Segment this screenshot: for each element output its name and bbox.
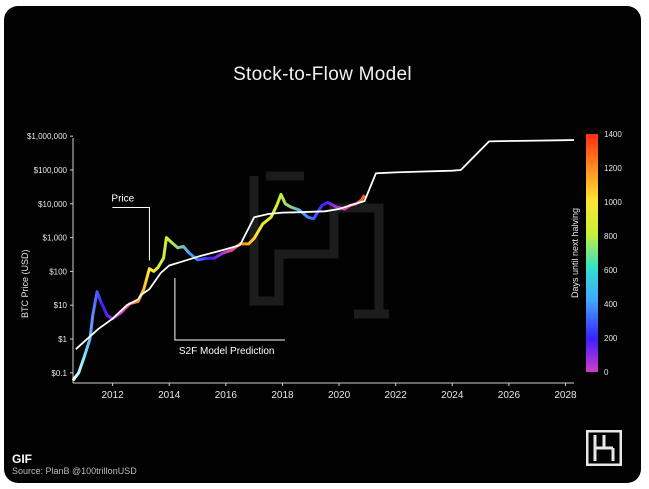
x-tick-label: 2018 bbox=[271, 390, 294, 401]
y-tick-label: $100,000 bbox=[34, 166, 68, 175]
x-tick-label: 2022 bbox=[385, 390, 408, 401]
h-logo-icon bbox=[586, 430, 622, 466]
watermark-logo-icon bbox=[249, 171, 389, 319]
price-annotation-leader bbox=[112, 206, 150, 261]
colorbar-tick-label: 1200 bbox=[604, 164, 622, 173]
x-tick-label: 2028 bbox=[554, 390, 577, 401]
y-tick-label: $1,000,000 bbox=[27, 132, 68, 141]
colorbar bbox=[586, 134, 598, 372]
price-series-line bbox=[71, 192, 366, 382]
colorbar-tick-label: 1400 bbox=[604, 130, 622, 139]
source-credit: Source: PlanB @100trillonUSD bbox=[12, 466, 137, 476]
colorbar-tick-label: 0 bbox=[604, 368, 609, 377]
y-tick-label: $1,000 bbox=[43, 234, 68, 243]
x-tick-label: 2012 bbox=[102, 390, 125, 401]
y-tick-label: $1 bbox=[58, 335, 67, 344]
x-tick-label: 2024 bbox=[441, 390, 464, 401]
colorbar-tick-label: 200 bbox=[604, 334, 618, 343]
colorbar-tick-label: 800 bbox=[604, 232, 618, 241]
colorbar-tick-label: 600 bbox=[604, 266, 618, 275]
chart-svg: $0.1 $1 $10 $100 $1,000 $10,000 $100,000 $1,000… bbox=[20, 130, 622, 401]
x-tick-label: 2016 bbox=[215, 390, 238, 401]
y-tick-label: $10,000 bbox=[38, 200, 67, 209]
colorbar-tick-label: 1000 bbox=[604, 198, 622, 207]
colorbar-label: Days until next halving bbox=[570, 208, 580, 298]
chart-card: Stock-to-Flow Model bbox=[4, 6, 641, 483]
y-tick-label: $100 bbox=[49, 267, 67, 276]
y-axis-label: BTC Price (USD) bbox=[20, 249, 30, 318]
x-tick-label: 2014 bbox=[158, 390, 181, 401]
y-tick-label: $0.1 bbox=[51, 369, 67, 378]
s2f-annotation: S2F Model Prediction bbox=[179, 346, 275, 357]
price-annotation: Price bbox=[111, 193, 134, 204]
x-tick-label: 2026 bbox=[498, 390, 521, 401]
s2f-model-line bbox=[75, 139, 575, 350]
chart-title: Stock-to-Flow Model bbox=[233, 64, 412, 85]
gif-badge: GIF bbox=[12, 452, 32, 466]
s2f-annotation-leader bbox=[174, 278, 285, 341]
y-tick-label: $10 bbox=[54, 301, 68, 310]
colorbar-tick-label: 400 bbox=[604, 300, 618, 309]
x-tick-label: 2020 bbox=[328, 390, 351, 401]
